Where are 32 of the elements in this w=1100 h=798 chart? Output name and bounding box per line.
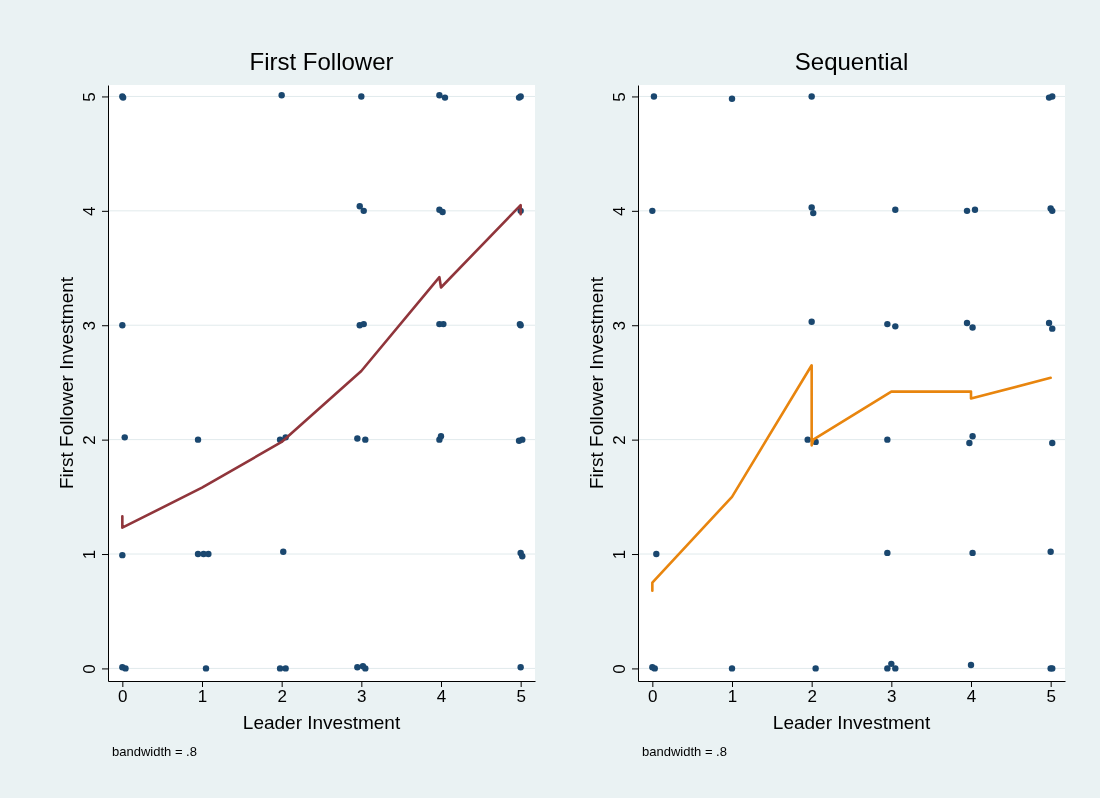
x-tick-label: 5 bbox=[516, 687, 526, 707]
y-axis-title: First Follower Investment bbox=[586, 276, 607, 490]
x-tick-label: 1 bbox=[727, 687, 738, 707]
x-tick-label: 4 bbox=[436, 687, 447, 707]
x-tick-label: 3 bbox=[887, 687, 897, 707]
x-tick-label: 2 bbox=[277, 687, 287, 707]
x-axis-title: Leader Investment bbox=[242, 712, 401, 733]
text: bandwidth = .8 bbox=[642, 744, 727, 759]
x-tick-label: 5 bbox=[1046, 687, 1056, 707]
y-axis-title: First Follower Investment bbox=[56, 276, 77, 490]
y-tick-label: 2 bbox=[80, 435, 99, 445]
x-tick-label: 1 bbox=[197, 687, 208, 707]
text: bandwidth = .8 bbox=[112, 744, 197, 759]
y-tick-label: 4 bbox=[80, 206, 99, 217]
y-tick-label: 0 bbox=[610, 664, 629, 674]
y-tick-label: 1 bbox=[80, 549, 99, 560]
y-tick-label: 5 bbox=[610, 92, 629, 102]
x-tick-label: 2 bbox=[807, 687, 817, 707]
y-tick-label: 3 bbox=[610, 321, 629, 331]
x-tick-label: 0 bbox=[648, 687, 658, 707]
x-axis-title: Leader Investment bbox=[772, 712, 931, 733]
x-tick-label: 0 bbox=[118, 687, 128, 707]
y-tick-label: 4 bbox=[610, 206, 629, 217]
y-tick-label: 1 bbox=[610, 549, 629, 560]
chart-title: Sequential bbox=[794, 48, 909, 75]
y-tick-label: 3 bbox=[80, 321, 99, 331]
y-tick-label: 2 bbox=[610, 435, 629, 445]
x-tick-label: 4 bbox=[966, 687, 977, 707]
chart-title: First Follower bbox=[249, 48, 394, 75]
x-tick-label: 3 bbox=[357, 687, 367, 707]
y-tick-label: 5 bbox=[80, 92, 99, 102]
y-tick-label: 0 bbox=[80, 664, 99, 674]
